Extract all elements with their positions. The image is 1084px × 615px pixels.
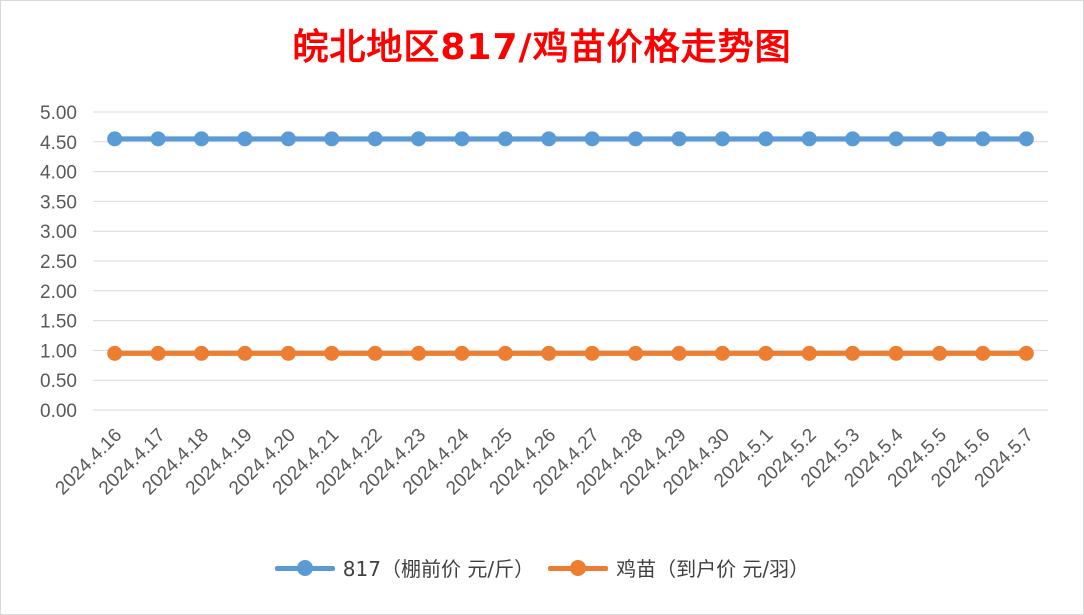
y-tick-label: 3.00 [40,222,77,243]
chart-title: 皖北地区817/鸡苗价格走势图 [292,27,792,68]
legend-item-817: 817（棚前价 元/斤） [274,553,535,582]
data-point-0 [367,131,383,147]
data-point-1 [367,345,383,361]
data-point-0 [628,131,644,147]
data-point-1 [454,345,470,361]
data-point-1 [150,345,166,361]
data-point-0 [497,131,513,147]
legend-label-chick: 鸡苗（到户价 元/羽） [616,557,810,581]
y-tick-label: 2.00 [40,282,77,303]
data-point-1 [194,345,210,361]
y-tick-label: 0.50 [40,371,77,392]
data-point-1 [107,345,123,361]
data-point-0 [931,131,947,147]
data-point-1 [541,345,557,361]
data-point-0 [454,131,470,147]
data-point-1 [801,345,817,361]
data-point-1 [584,345,600,361]
data-point-1 [714,345,730,361]
data-point-0 [280,131,296,147]
data-point-0 [714,131,730,147]
y-tick-label: 1.00 [40,341,77,362]
series-layer [107,131,1034,361]
data-point-0 [845,131,861,147]
data-point-1 [324,345,340,361]
data-point-0 [107,131,123,147]
legend-marker-817 [296,559,313,576]
legend: 817（棚前价 元/斤） 鸡苗（到户价 元/羽） [0,553,1084,582]
y-tick-label: 5.00 [40,103,77,124]
data-point-1 [411,345,427,361]
data-point-0 [671,131,687,147]
data-point-1 [1018,345,1034,361]
data-point-1 [628,345,644,361]
data-point-1 [975,345,991,361]
legend-swatch-817 [274,559,335,576]
data-point-0 [194,131,210,147]
y-axis-ticks: 0.00 0.50 1.00 1.50 2.00 2.50 3.00 3.50 4.00 4.50… [40,103,77,422]
y-tick-label: 1.50 [40,312,77,333]
data-point-1 [845,345,861,361]
data-point-0 [150,131,166,147]
legend-item-chick: 鸡苗（到户价 元/羽） [548,553,809,582]
data-point-1 [497,345,513,361]
gridlines [93,111,1048,411]
data-point-0 [888,131,904,147]
data-point-1 [888,345,904,361]
data-point-0 [411,131,427,147]
data-point-1 [671,345,687,361]
data-point-1 [931,345,947,361]
y-tick-label: 2.50 [40,252,77,273]
legend-swatch-chick [548,559,609,576]
data-point-0 [1018,131,1034,147]
y-tick-label: 4.00 [40,163,77,184]
data-point-0 [237,131,253,147]
legend-label-817: 817（棚前价 元/斤） [342,557,535,581]
data-point-1 [280,345,296,361]
data-point-0 [584,131,600,147]
y-tick-label: 0.00 [40,401,77,422]
y-tick-label: 4.50 [40,133,77,154]
data-point-0 [975,131,991,147]
x-axis-ticks: 2024.4.162024.4.172024.4.182024.4.192024… [52,424,1038,499]
data-point-1 [758,345,774,361]
data-point-0 [801,131,817,147]
data-point-0 [758,131,774,147]
y-tick-label: 3.50 [40,192,77,213]
data-point-1 [237,345,253,361]
legend-marker-chick [570,559,587,576]
data-point-0 [324,131,340,147]
data-point-0 [541,131,557,147]
